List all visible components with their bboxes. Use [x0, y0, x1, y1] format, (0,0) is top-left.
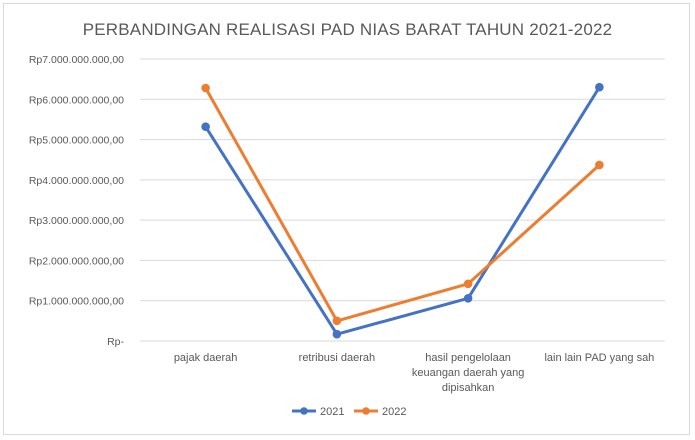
- x-tick-label: hasil pengelolaan keuangan daerah yang dip…: [412, 352, 525, 394]
- data-point-2021: [463, 293, 473, 303]
- data-point-2021: [595, 82, 604, 92]
- y-tick-label: Rp1.000.000.000,00: [29, 296, 124, 308]
- data-point-2022: [201, 83, 210, 93]
- series-line-2022: [204, 86, 601, 323]
- legend-marker-2021: [300, 407, 308, 415]
- legend-label-2022: 2022: [382, 406, 406, 418]
- x-tick-label: retribusi daerah: [299, 352, 375, 364]
- gridlines: [140, 58, 665, 342]
- y-axis: Rp- Rp1.000.000.000,00 Rp2.000.000.000,00 R…: [29, 54, 125, 348]
- y-tick-label: Rp4.000.000.000,00: [29, 175, 124, 187]
- x-axis: pajak daerah retribusi daerah hasil pengel…: [174, 352, 654, 394]
- y-tick-label: Rp5.000.000.000,00: [29, 135, 124, 147]
- legend-marker-2022: [362, 407, 370, 415]
- data-point-2022: [595, 160, 604, 170]
- series-lines: [201, 82, 604, 339]
- chart-title: PERBANDINGAN REALISASI PAD NIAS BARAT TA…: [82, 20, 613, 39]
- legend: 2021 2022: [292, 406, 406, 418]
- data-point-2021: [201, 122, 210, 131]
- series-line-2021: [204, 85, 601, 336]
- y-tick-label: Rp7.000.000.000,00: [29, 54, 124, 66]
- chart-frame: [3, 3, 690, 435]
- legend-label-2021: 2021: [320, 406, 344, 418]
- data-point-2022: [463, 279, 473, 289]
- y-tick-label: Rp-: [107, 336, 124, 348]
- x-tick-label: pajak daerah: [174, 352, 238, 364]
- y-tick-label: Rp2.000.000.000,00: [29, 255, 124, 267]
- x-tick-label: lain lain PAD yang sah: [544, 352, 654, 364]
- y-tick-label: Rp6.000.000.000,00: [29, 94, 124, 106]
- y-tick-label: Rp3.000.000.000,00: [29, 215, 124, 227]
- data-point-2021: [332, 329, 342, 339]
- data-point-2022: [332, 316, 342, 326]
